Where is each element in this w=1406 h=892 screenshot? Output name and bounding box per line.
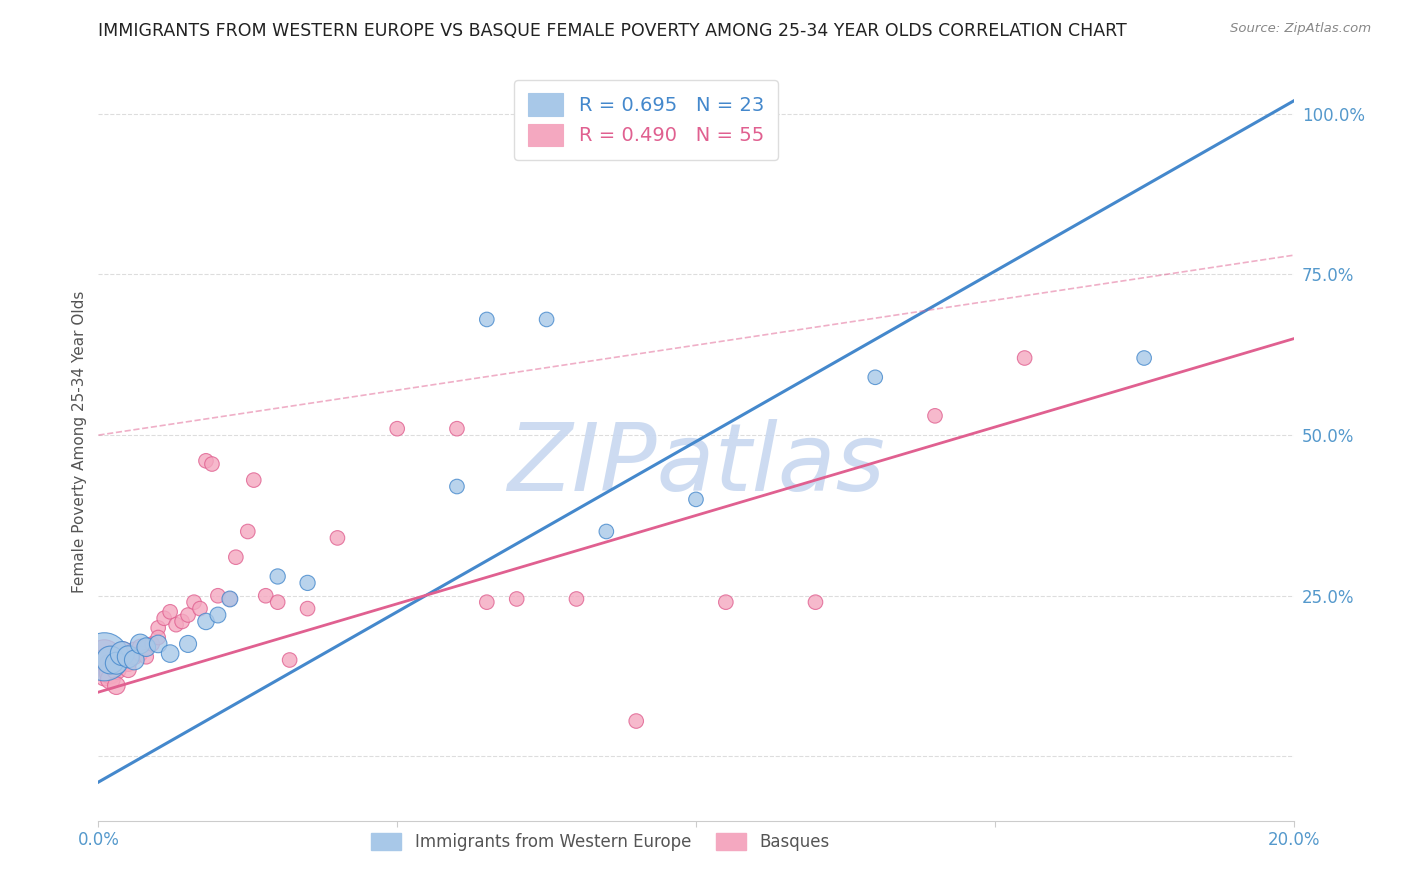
Point <box>117 649 139 664</box>
Point <box>225 550 247 565</box>
Point <box>129 637 152 651</box>
Point <box>105 663 128 677</box>
Point <box>98 673 122 687</box>
Point <box>93 663 115 677</box>
Point <box>93 649 115 664</box>
Point <box>124 653 146 667</box>
Text: Source: ZipAtlas.com: Source: ZipAtlas.com <box>1230 22 1371 36</box>
Point <box>1133 351 1156 365</box>
Point <box>93 649 115 664</box>
Point <box>1014 351 1036 365</box>
Point <box>165 617 187 632</box>
Point <box>207 607 229 622</box>
Point <box>117 663 139 677</box>
Point <box>117 649 139 664</box>
Point <box>93 657 115 671</box>
Point <box>135 640 157 655</box>
Point <box>804 595 827 609</box>
Point <box>236 524 259 539</box>
Point <box>183 595 205 609</box>
Point <box>105 657 128 671</box>
Point <box>446 422 468 436</box>
Point <box>159 605 181 619</box>
Point <box>148 621 170 635</box>
Point <box>188 601 211 615</box>
Text: IMMIGRANTS FROM WESTERN EUROPE VS BASQUE FEMALE POVERTY AMONG 25-34 YEAR OLDS CO: IMMIGRANTS FROM WESTERN EUROPE VS BASQUE… <box>98 22 1128 40</box>
Point <box>111 653 134 667</box>
Point <box>326 531 349 545</box>
Point <box>177 637 200 651</box>
Point <box>865 370 887 384</box>
Point <box>536 312 558 326</box>
Point <box>243 473 266 487</box>
Point <box>207 589 229 603</box>
Point <box>267 595 290 609</box>
Point <box>111 643 134 657</box>
Point <box>124 649 146 664</box>
Point <box>153 611 176 625</box>
Point <box>595 524 617 539</box>
Point <box>219 591 242 606</box>
Point <box>93 669 115 683</box>
Point <box>385 422 409 436</box>
Point <box>135 640 157 655</box>
Point <box>111 647 134 661</box>
Point <box>195 454 218 468</box>
Text: ZIPatlas: ZIPatlas <box>508 418 884 510</box>
Point <box>117 657 139 671</box>
Point <box>129 647 152 661</box>
Point <box>278 653 301 667</box>
Point <box>159 647 181 661</box>
Point <box>111 649 134 664</box>
Point <box>172 615 194 629</box>
Point <box>98 653 122 667</box>
Point <box>714 595 737 609</box>
Point <box>297 575 319 590</box>
Point <box>565 591 588 606</box>
Point <box>105 679 128 693</box>
Point <box>685 492 707 507</box>
Point <box>148 631 170 645</box>
Point <box>506 591 529 606</box>
Point <box>135 649 157 664</box>
Point <box>267 569 290 583</box>
Point <box>105 657 128 671</box>
Y-axis label: Female Poverty Among 25-34 Year Olds: Female Poverty Among 25-34 Year Olds <box>72 291 87 592</box>
Point <box>141 637 163 651</box>
Legend: Immigrants from Western Europe, Basques: Immigrants from Western Europe, Basques <box>364 826 837 858</box>
Point <box>446 479 468 493</box>
Point <box>98 665 122 680</box>
Point <box>177 607 200 622</box>
Point <box>254 589 277 603</box>
Point <box>124 643 146 657</box>
Point <box>297 601 319 615</box>
Point <box>148 637 170 651</box>
Point <box>924 409 946 423</box>
Point <box>98 659 122 673</box>
Point <box>475 312 498 326</box>
Point <box>626 714 648 728</box>
Point <box>195 615 218 629</box>
Point <box>129 640 152 655</box>
Point <box>219 591 242 606</box>
Point <box>475 595 498 609</box>
Point <box>201 457 224 471</box>
Point <box>98 653 122 667</box>
